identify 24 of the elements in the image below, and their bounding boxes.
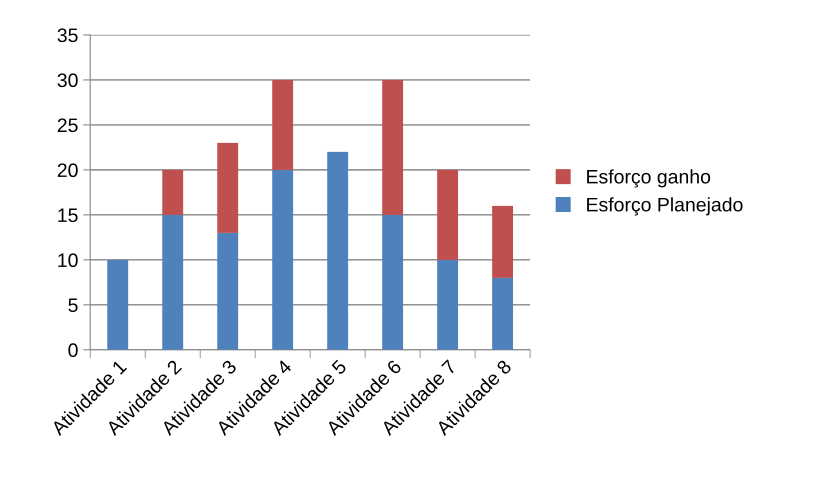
y-tick-label: 10 <box>58 253 78 268</box>
bar <box>272 170 294 350</box>
bar <box>107 260 128 350</box>
legend-label: Esforço Planejado <box>587 197 743 216</box>
bar <box>327 152 348 350</box>
bar <box>217 232 238 350</box>
bar <box>437 260 458 350</box>
bar <box>162 214 184 350</box>
y-tick-label: 35 <box>58 28 78 42</box>
bar <box>382 214 404 350</box>
bar <box>437 170 458 260</box>
bar <box>162 170 184 215</box>
y-tick-label: 20 <box>58 163 78 178</box>
bar <box>272 80 294 170</box>
y-tick-label: 5 <box>68 298 78 312</box>
bar <box>492 278 514 350</box>
bar <box>382 80 404 215</box>
bar <box>217 142 238 233</box>
y-tick-label: 0 <box>68 343 78 358</box>
legend-label: Esforço ganho <box>587 169 710 188</box>
y-tick-label: 30 <box>58 73 78 88</box>
bar <box>492 206 514 278</box>
y-tick-label: 15 <box>58 208 78 222</box>
y-tick-label: 25 <box>58 118 78 132</box>
